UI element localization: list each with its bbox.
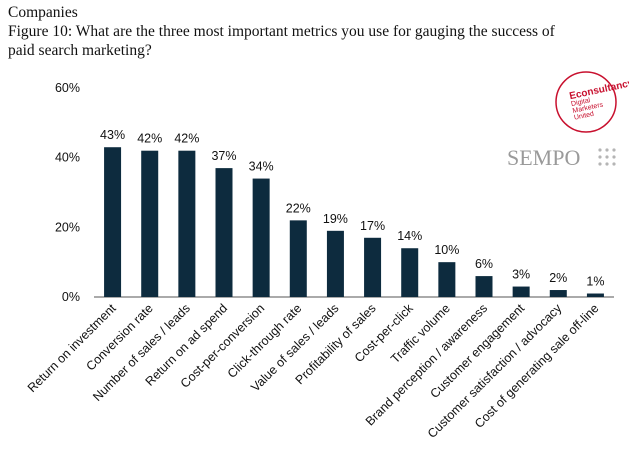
bar	[475, 276, 493, 297]
value-label: 42%	[137, 132, 162, 146]
value-label: 2%	[549, 271, 567, 285]
value-label: 3%	[512, 268, 530, 282]
value-label: 1%	[586, 275, 604, 289]
value-label: 19%	[323, 212, 348, 226]
value-label: 43%	[100, 128, 125, 142]
sempo-logo: SEMPO	[507, 145, 616, 170]
x-tick-label: Conversion rate	[84, 301, 156, 373]
y-tick-label: 0%	[62, 290, 80, 304]
bar	[141, 150, 159, 297]
bar	[364, 237, 382, 297]
logo-ring	[555, 71, 617, 133]
logo-text: Digital	[570, 97, 591, 108]
value-label: 37%	[211, 149, 236, 163]
bar	[549, 290, 567, 297]
bar	[252, 178, 270, 297]
y-tick-label: 40%	[55, 151, 80, 165]
bar	[586, 293, 604, 297]
value-label: 14%	[397, 229, 422, 243]
value-label: 10%	[434, 243, 459, 257]
x-tick-label: Customer satisfaction / advocacy	[425, 301, 565, 441]
value-label: 6%	[475, 257, 493, 271]
y-tick-label: 20%	[55, 220, 80, 234]
supertitle: Companies	[8, 4, 78, 21]
value-label: 42%	[174, 132, 199, 146]
value-label: 34%	[249, 160, 274, 174]
bar	[289, 220, 307, 297]
chart-title: Figure 10: What are the three most impor…	[8, 23, 555, 59]
bar	[326, 230, 344, 297]
bar	[215, 168, 233, 297]
logo-text: United	[573, 111, 594, 122]
logo-dots	[598, 148, 616, 166]
bar	[104, 147, 122, 297]
bar	[178, 150, 196, 297]
value-label: 22%	[286, 201, 311, 215]
bar	[401, 248, 419, 297]
logo-text: Econsultancy	[568, 78, 629, 102]
value-label: 17%	[360, 219, 385, 233]
logo-text: SEMPO	[507, 145, 580, 170]
y-tick-label: 60%	[55, 81, 80, 95]
bar	[438, 262, 456, 297]
bar	[512, 286, 530, 297]
